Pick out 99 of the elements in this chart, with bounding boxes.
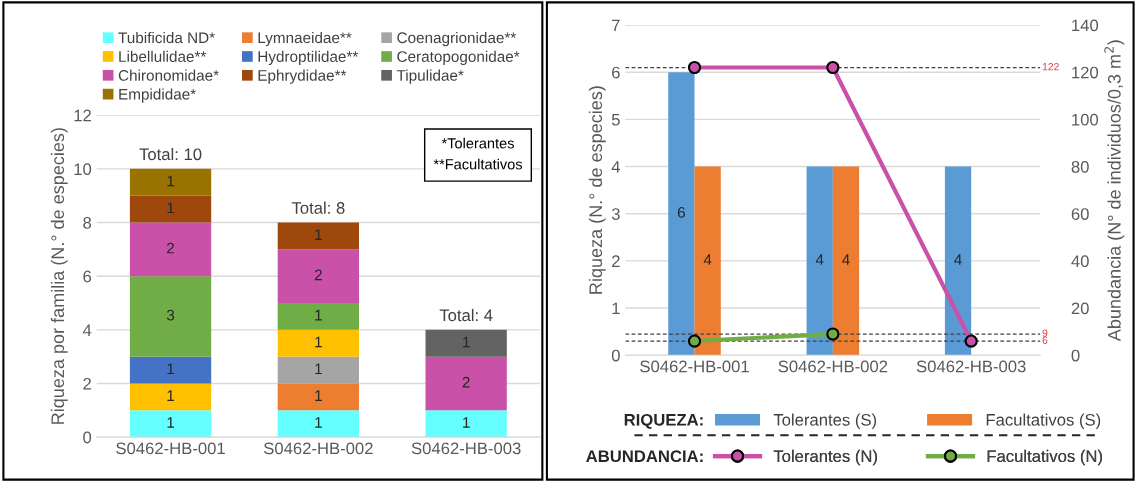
y2-tick-label: 20: [1071, 302, 1089, 315]
y-tick-label: 12: [74, 109, 91, 122]
y2-tick-label: 60: [1071, 208, 1089, 220]
legend-label: Chironomidae*: [118, 69, 219, 81]
data-label: 1: [315, 390, 322, 401]
bar: [277, 303, 360, 330]
data-label: 4: [842, 254, 850, 265]
data-label: 1: [315, 229, 322, 240]
bar: [277, 356, 360, 384]
bar: [277, 383, 360, 411]
bar: [425, 329, 507, 357]
data-label: 1: [167, 417, 175, 428]
legend-label: Facultativos (N): [987, 449, 1102, 466]
data-label: 1: [463, 417, 470, 428]
y-tick-label: 6: [612, 66, 620, 79]
bar: [129, 222, 212, 277]
y2-tick-label: 80: [1071, 160, 1089, 173]
total-label: Total: 10: [139, 147, 202, 161]
legend-label: Tipulidae*: [396, 69, 464, 84]
legend-label: Hydroptilidae**: [258, 50, 359, 65]
total-label: Total: 8: [291, 201, 345, 214]
data-label: 2: [167, 242, 175, 254]
bar: [277, 329, 360, 357]
legend-label: Coenagrionidae**: [397, 31, 517, 47]
ref-line-label: 6: [1042, 336, 1048, 344]
data-label: 4: [954, 254, 962, 265]
y-tick-label: 7: [612, 19, 620, 32]
bar: [129, 168, 212, 196]
data-label: 4: [815, 254, 824, 265]
y2-tick-label: 40: [1071, 255, 1089, 268]
x-tick-label: S0462-HB-003: [916, 360, 1026, 373]
y2-axis-title: Abundancia (N° de individuos/0,3 m$^{2}$): [1104, 40, 1125, 342]
legend-label: Facultativos (S): [986, 413, 1101, 430]
y2-tick-label: 0: [1071, 349, 1080, 362]
annotation: *Tolerantes **Facultativos: [433, 137, 523, 170]
y-tick-label: 4: [82, 324, 92, 336]
text: ABUNDANCIA:: [586, 450, 703, 463]
bar: [129, 383, 212, 411]
legend-label: Libellulidae**: [119, 50, 207, 62]
data-label: 3: [166, 309, 175, 321]
data-label: 4: [703, 254, 712, 265]
data-label: 2: [462, 376, 470, 388]
y-tick-label: 0: [611, 349, 620, 362]
y-tick-label: 2: [612, 255, 620, 267]
data-label: 6: [677, 207, 685, 218]
x-tick-label: S0462-HB-001: [640, 360, 749, 373]
data-label: 1: [167, 363, 175, 375]
data-label: 1: [315, 336, 322, 348]
y-tick-label: 3: [611, 208, 620, 220]
point: [826, 327, 840, 341]
ref-line-label: 122: [1042, 62, 1059, 71]
data-label: 1: [167, 390, 175, 401]
bar: [425, 410, 507, 438]
bar: [129, 356, 212, 384]
data-label: 1: [315, 309, 322, 321]
legend-label: Tubificida ND*: [118, 31, 215, 44]
legend-label: Tolerantes (N): [773, 449, 877, 466]
legend-label: Ceratopogonidae*: [397, 50, 520, 65]
bar: [129, 276, 212, 357]
data-label: 1: [167, 202, 175, 214]
y-tick-label: 4: [611, 161, 620, 173]
y-tick-label: 8: [83, 216, 92, 229]
y-tick-label: 5: [611, 113, 620, 126]
legend-label: Tolerantes (S): [773, 413, 877, 430]
y2-tick-label: 120: [1072, 66, 1099, 79]
x-tick-label: S0462-HB-002: [778, 360, 888, 373]
point: [687, 334, 702, 348]
y-tick-label: 0: [83, 431, 92, 444]
bar: [129, 195, 212, 223]
bar: [277, 249, 360, 304]
point: [826, 60, 840, 75]
y2-tick-label: 100: [1072, 113, 1099, 126]
y-tick-label: 1: [612, 302, 620, 315]
data-label: 1: [463, 336, 470, 348]
data-label: 1: [315, 417, 322, 428]
legend-label: Empididae*: [119, 88, 196, 103]
x-tick-label: S0462-HB-001: [116, 442, 225, 455]
x-tick-label: S0462-HB-003: [411, 442, 521, 455]
y-tick-label: 10: [74, 163, 92, 176]
y-axis-title: Riqueza (N.° de especies): [588, 86, 606, 294]
total-label: Total: 4: [439, 308, 493, 322]
data-label: 1: [167, 175, 175, 187]
point: [964, 334, 978, 348]
bar: [129, 410, 212, 438]
legend-label: Lymnaeidae**: [258, 31, 352, 47]
y-tick-label: 6: [83, 270, 92, 283]
data-label: 2: [314, 269, 322, 281]
y2-tick-label: 140: [1072, 19, 1099, 32]
y-axis-title: Riqueza por familia (N.° de especies): [50, 128, 68, 424]
ref-line-label: 9: [1042, 329, 1048, 337]
point: [687, 60, 702, 75]
bar: [425, 356, 507, 411]
bar: [277, 410, 360, 438]
text: RIQUEZA:: [624, 413, 703, 429]
y-tick-label: 2: [83, 377, 91, 390]
data-label: 1: [315, 363, 322, 375]
legend-label: Ephrydidae**: [258, 69, 347, 84]
bar: [277, 222, 360, 250]
x-tick-label: S0462-HB-002: [263, 442, 373, 455]
